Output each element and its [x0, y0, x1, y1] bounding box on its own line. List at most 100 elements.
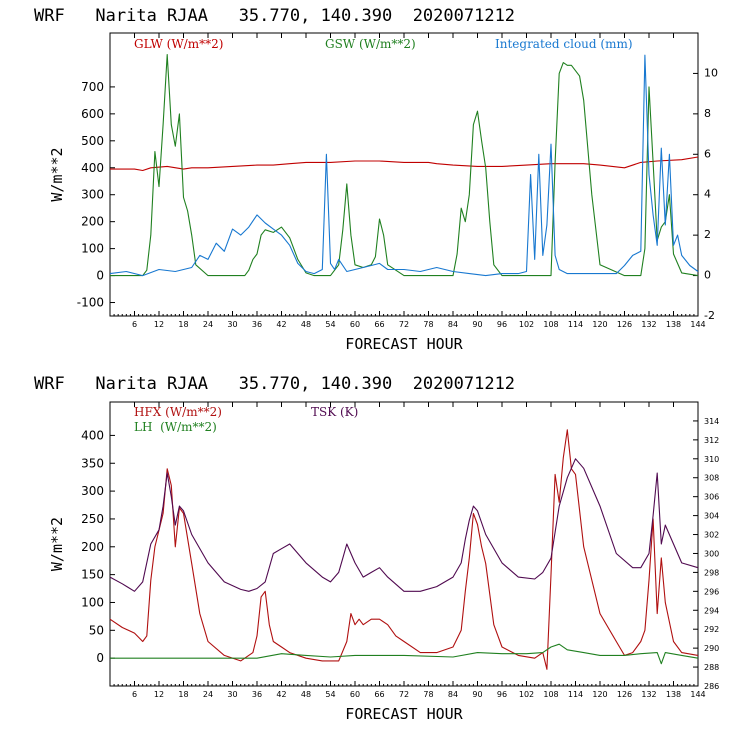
- x-tick-label: 78: [423, 320, 433, 329]
- x-tick-label: 54: [325, 690, 335, 699]
- y2-tick-label: 306: [704, 493, 719, 502]
- x-tick-label: 66: [374, 690, 384, 699]
- y2-tick-label: 302: [704, 531, 719, 540]
- y2-tick-label: 312: [704, 436, 719, 445]
- x-axis-label: FORECAST HOUR: [345, 335, 463, 353]
- legend-entry-integrated: Integrated cloud (mm): [495, 37, 633, 51]
- y-tick-label: 500: [81, 134, 104, 148]
- y-tick-label: 50: [89, 623, 104, 637]
- x-tick-label: 72: [399, 690, 409, 699]
- x-tick-label: 6: [132, 690, 137, 699]
- x-tick-label: 36: [252, 690, 262, 699]
- x-tick-label: 144: [690, 690, 705, 699]
- x-tick-label: 84: [448, 320, 458, 329]
- x-tick-label: 42: [276, 690, 286, 699]
- y2-tick-label: 296: [704, 587, 719, 596]
- y-tick-label: 250: [81, 512, 104, 526]
- y-tick-label: 100: [81, 242, 104, 256]
- x-tick-label: 42: [276, 320, 286, 329]
- x-tick-label: 12: [154, 320, 164, 329]
- y2-tick-label: 288: [704, 663, 719, 672]
- x-tick-label: 12: [154, 690, 164, 699]
- series-line-tsk: [109, 458, 699, 592]
- y-tick-label: -100: [77, 296, 104, 310]
- x-tick-label: 108: [543, 320, 558, 329]
- y2-tick-label: 0: [704, 269, 711, 282]
- chart-panel-1: WRF Narita RJAA 35.770, 140.390 20200712…: [34, 6, 718, 353]
- series-line-glw: [110, 156, 699, 172]
- y-tick-label: 100: [81, 595, 104, 609]
- x-tick-label: 96: [497, 320, 507, 329]
- x-tick-label: 72: [399, 320, 409, 329]
- y2-tick-label: 286: [704, 682, 719, 691]
- x-tick-label: 30: [227, 690, 237, 699]
- legend-entry-tsk: TSK (K): [311, 405, 358, 419]
- y2-tick-label: 4: [704, 188, 711, 201]
- x-tick-label: 138: [666, 690, 681, 699]
- y2-tick-label: -2: [704, 309, 715, 322]
- x-tick-label: 30: [227, 320, 237, 329]
- x-tick-label: 144: [690, 320, 705, 329]
- y-tick-label: 300: [81, 188, 104, 202]
- y2-tick-label: 6: [704, 147, 711, 160]
- x-tick-label: 90: [472, 320, 482, 329]
- x-tick-label: 132: [641, 690, 656, 699]
- x-tick-label: 102: [519, 320, 534, 329]
- x-tick-label: 18: [178, 320, 188, 329]
- series-line-integrated: [109, 54, 699, 277]
- y2-tick-label: 300: [704, 549, 719, 558]
- x-tick-label: 48: [301, 320, 311, 329]
- y-tick-label: 600: [81, 107, 104, 121]
- x-tick-label: 90: [472, 690, 482, 699]
- y-tick-label: 400: [81, 428, 104, 442]
- y2-tick-label: 308: [704, 474, 719, 483]
- x-axis-label: FORECAST HOUR: [345, 705, 463, 723]
- x-tick-label: 48: [301, 690, 311, 699]
- legend-entry-hfx: HFX (W/m**2): [134, 405, 222, 419]
- y2-tick-label: 314: [704, 417, 719, 426]
- y-tick-label: 150: [81, 568, 104, 582]
- x-tick-label: 60: [350, 690, 360, 699]
- x-tick-label: 126: [617, 690, 632, 699]
- x-tick-label: 108: [543, 690, 558, 699]
- x-tick-label: 36: [252, 320, 262, 329]
- y2-tick-label: 292: [704, 625, 719, 634]
- x-tick-label: 6: [132, 320, 137, 329]
- y-axis-label: W/m**2: [48, 147, 66, 201]
- series-line-lh: [110, 643, 699, 665]
- legend-entry-gsw: GSW (W/m**2): [325, 37, 416, 51]
- y2-tick-label: 10: [704, 66, 718, 79]
- series-line-hfx: [109, 429, 699, 670]
- x-tick-label: 60: [350, 320, 360, 329]
- series-line-gsw: [110, 54, 699, 277]
- plot-frame: [109, 401, 699, 687]
- legend-entry-lh: LH (W/m**2): [134, 420, 217, 434]
- x-tick-label: 102: [519, 690, 534, 699]
- chart-title: WRF Narita RJAA 35.770, 140.390 20200712…: [34, 374, 515, 394]
- y-tick-label: 400: [81, 161, 104, 175]
- legend-entry-glw: GLW (W/m**2): [134, 37, 223, 51]
- y-tick-label: 200: [81, 215, 104, 229]
- x-tick-label: 24: [203, 690, 213, 699]
- x-tick-label: 24: [203, 320, 213, 329]
- x-tick-label: 66: [374, 320, 384, 329]
- y-tick-label: 0: [96, 269, 104, 283]
- x-tick-label: 132: [641, 320, 656, 329]
- x-tick-label: 78: [423, 690, 433, 699]
- y-tick-label: 200: [81, 540, 104, 554]
- y-axis-label: W/m**2: [48, 517, 66, 571]
- x-tick-label: 126: [617, 320, 632, 329]
- y2-tick-label: 304: [704, 512, 719, 521]
- y2-tick-label: 298: [704, 568, 719, 577]
- x-tick-label: 114: [568, 690, 583, 699]
- y-tick-label: 700: [81, 80, 104, 94]
- x-tick-label: 84: [448, 690, 458, 699]
- x-tick-label: 114: [568, 320, 583, 329]
- y2-tick-label: 2: [704, 228, 711, 241]
- y2-tick-label: 294: [704, 606, 719, 615]
- y2-tick-label: 290: [704, 644, 719, 653]
- x-tick-label: 120: [592, 690, 607, 699]
- y-tick-label: 350: [81, 456, 104, 470]
